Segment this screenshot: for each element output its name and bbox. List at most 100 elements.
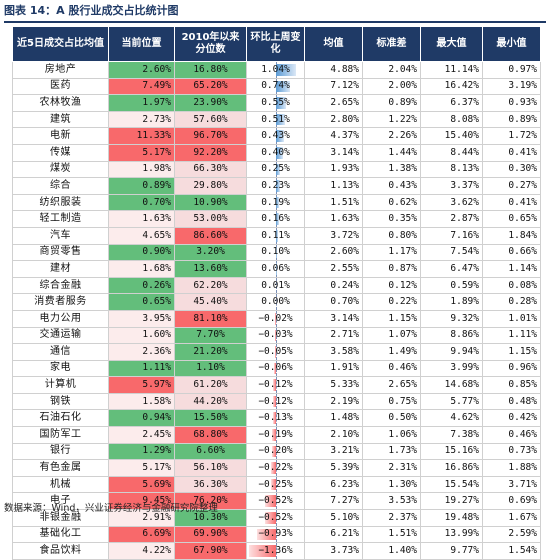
- mean-cell: 0.70%: [305, 294, 363, 311]
- percentile-cell: 29.80%: [175, 178, 247, 195]
- change-cell: 1.04%: [247, 62, 305, 79]
- industry-cell: 汽车: [13, 227, 109, 244]
- max-cell: 8.44%: [421, 144, 483, 161]
- change-cell: 0.55%: [247, 95, 305, 112]
- min-cell: 1.01%: [483, 310, 541, 327]
- mean-cell: 3.72%: [305, 227, 363, 244]
- mean-cell: 3.14%: [305, 144, 363, 161]
- percentile-cell: 65.20%: [175, 78, 247, 95]
- mean-cell: 3.14%: [305, 310, 363, 327]
- percentile-cell: 45.40%: [175, 294, 247, 311]
- percentile-cell: 62.20%: [175, 277, 247, 294]
- mean-cell: 4.37%: [305, 128, 363, 145]
- mean-cell: 7.27%: [305, 493, 363, 510]
- current-cell: 1.11%: [109, 360, 175, 377]
- min-cell: 0.96%: [483, 360, 541, 377]
- current-cell: 1.98%: [109, 161, 175, 178]
- std-cell: 2.65%: [363, 377, 421, 394]
- max-cell: 8.86%: [421, 327, 483, 344]
- percentile-cell: 61.20%: [175, 377, 247, 394]
- min-cell: 0.69%: [483, 493, 541, 510]
- change-value: −0.52%: [258, 512, 292, 523]
- change-cell: 0.51%: [247, 111, 305, 128]
- min-cell: 1.14%: [483, 261, 541, 278]
- change-cell: 0.74%: [247, 78, 305, 95]
- max-cell: 16.86%: [421, 460, 483, 477]
- industry-cell: 钢铁: [13, 393, 109, 410]
- std-cell: 1.07%: [363, 327, 421, 344]
- figure-title: 图表 14：A 股行业成交占比统计图: [4, 3, 546, 23]
- industry-cell: 银行: [13, 443, 109, 460]
- industry-cell: 房地产: [13, 62, 109, 79]
- change-value: −0.02%: [258, 313, 292, 324]
- change-cell: 0.06%: [247, 261, 305, 278]
- change-value: 0.55%: [261, 97, 290, 108]
- mean-cell: 1.13%: [305, 178, 363, 195]
- industry-cell: 有色金属: [13, 460, 109, 477]
- min-cell: 1.84%: [483, 227, 541, 244]
- min-cell: 0.89%: [483, 111, 541, 128]
- max-cell: 4.62%: [421, 410, 483, 427]
- change-cell: 0.10%: [247, 244, 305, 261]
- percentile-cell: 7.70%: [175, 327, 247, 344]
- col-header-std: 标准差: [363, 27, 421, 62]
- mean-cell: 2.19%: [305, 393, 363, 410]
- industry-cell: 食品饮料: [13, 543, 109, 560]
- min-cell: 0.27%: [483, 178, 541, 195]
- mean-cell: 4.88%: [305, 62, 363, 79]
- max-cell: 1.89%: [421, 294, 483, 311]
- current-cell: 0.94%: [109, 410, 175, 427]
- current-cell: 4.22%: [109, 543, 175, 560]
- change-value: −0.19%: [258, 429, 292, 440]
- std-cell: 1.15%: [363, 310, 421, 327]
- change-value: 1.04%: [261, 64, 290, 75]
- change-value: −0.25%: [258, 479, 292, 490]
- std-cell: 0.46%: [363, 360, 421, 377]
- std-cell: 2.31%: [363, 460, 421, 477]
- change-value: −0.13%: [258, 412, 292, 423]
- col-header-change: 环比上周变化: [247, 27, 305, 62]
- mean-cell: 1.93%: [305, 161, 363, 178]
- change-value: −0.05%: [258, 346, 292, 357]
- std-cell: 0.43%: [363, 178, 421, 195]
- current-cell: 2.60%: [109, 62, 175, 79]
- change-value: 0.11%: [261, 230, 290, 241]
- current-cell: 2.73%: [109, 111, 175, 128]
- change-value: 0.01%: [261, 280, 290, 291]
- col-header-percentile: 2010年以来分位数: [175, 27, 247, 62]
- min-cell: 0.73%: [483, 443, 541, 460]
- max-cell: 7.54%: [421, 244, 483, 261]
- change-cell: −0.52%: [247, 510, 305, 527]
- industry-cell: 综合: [13, 178, 109, 195]
- max-cell: 13.99%: [421, 526, 483, 543]
- max-cell: 7.38%: [421, 427, 483, 444]
- industry-turnover-table: 近5日成交占比均值 当前位置 2010年以来分位数 环比上周变化 均值 标准差 …: [12, 26, 541, 560]
- percentile-cell: 81.10%: [175, 310, 247, 327]
- max-cell: 8.08%: [421, 111, 483, 128]
- col-header-max: 最大值: [421, 27, 483, 62]
- industry-cell: 家电: [13, 360, 109, 377]
- percentile-cell: 96.70%: [175, 128, 247, 145]
- mean-cell: 2.80%: [305, 111, 363, 128]
- std-cell: 0.80%: [363, 227, 421, 244]
- min-cell: 0.30%: [483, 161, 541, 178]
- mean-cell: 2.71%: [305, 327, 363, 344]
- change-value: 0.74%: [261, 80, 290, 91]
- min-cell: 0.65%: [483, 211, 541, 228]
- max-cell: 6.37%: [421, 95, 483, 112]
- industry-cell: 基础化工: [13, 526, 109, 543]
- change-cell: −0.02%: [247, 310, 305, 327]
- current-cell: 1.63%: [109, 211, 175, 228]
- min-cell: 2.59%: [483, 526, 541, 543]
- current-cell: 0.70%: [109, 194, 175, 211]
- mean-cell: 1.48%: [305, 410, 363, 427]
- percentile-cell: 68.80%: [175, 427, 247, 444]
- mean-cell: 5.10%: [305, 510, 363, 527]
